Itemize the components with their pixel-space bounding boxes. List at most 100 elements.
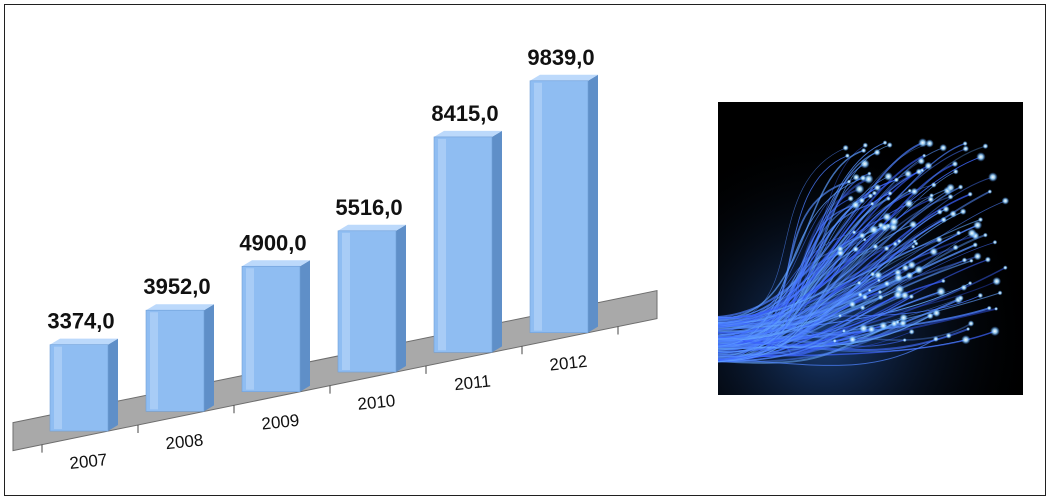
fiber-tip [922,153,927,158]
fiber-strand [718,173,870,330]
fiber-tip [867,325,876,334]
fiber-tip [962,145,970,153]
bar-2012 [529,74,598,333]
fiber-strand [718,144,866,351]
fiber-strand [718,258,989,363]
fiber-tip [982,143,989,150]
fiber-tip [872,243,879,250]
fiber-tip [837,313,843,318]
fiber-tip [890,319,898,328]
fiber-tip [873,148,881,156]
fiber-tip [862,142,869,149]
fiber-tip [908,328,915,335]
fiber-tip [867,193,874,199]
fiber-tip [903,169,913,178]
fiber-tip [883,171,893,181]
bar-top [146,304,214,311]
fiber-tip [842,144,849,152]
fiber-tip [877,289,883,295]
fiber-tip [982,232,988,238]
fiber-tip [960,284,968,291]
fiber-tip [905,271,914,280]
fiber-tip [867,171,872,176]
fiber-tip [973,220,983,230]
fiber-tip [887,190,893,196]
fiber-tip [873,270,883,280]
fiber-tip [860,147,867,154]
category-label: 2007 [69,450,109,473]
fiber-tip [878,321,888,331]
fiber-strand [718,248,887,321]
fiber-tip [904,198,914,209]
fiber-tip [940,216,947,223]
fiber-tip [852,173,861,182]
fiber-strand [718,231,855,325]
fiber-tip [972,242,979,248]
fiber-tip [882,212,892,222]
fiber-tip [868,224,879,235]
fiber-tip [873,183,882,192]
bar-highlight [54,346,62,430]
fiber-tip [952,244,959,251]
bar-chart-3d: 3374,0 3952,0 4900,0 5516,0 8415,0 9839,0 200… [12,45,658,473]
fiber-tip [959,208,967,215]
fiber-strand [718,225,889,324]
data-label: 3374,0 [47,309,114,334]
bar-front [529,80,589,333]
fiber-tip [880,223,890,232]
fiber-tip [899,313,908,323]
fiber-tip [902,338,907,343]
fiber-tip [942,205,950,213]
fiber-tip [990,326,1000,337]
fiber-tip [961,335,971,345]
data-label: 4900,0 [239,230,306,255]
fiber-tip [848,335,857,344]
fiber-tip [925,139,934,148]
fiber-tip [854,184,865,194]
bar-highlight [438,138,446,351]
fiber-strand [718,149,864,320]
fiber-tips [832,138,1010,345]
fiber-tip [939,143,948,152]
fiber-strand [718,147,846,322]
fiber-strand [718,220,895,352]
fiber-strand [718,330,845,350]
fiber-strand [718,282,860,362]
fiber-tip [962,140,968,147]
fiber-strand [718,322,895,364]
category-label: 2012 [549,352,589,375]
fiber-strand [718,306,863,341]
fiber-tip [848,300,857,309]
bar-highlight [342,232,350,371]
fiber-tip [915,168,923,176]
bar-front [337,230,397,373]
fiber-tip [955,230,962,236]
fiber-tip [876,278,881,283]
fiber-tip [969,258,974,264]
fiber-tip [926,312,934,320]
fiber-tip [886,142,893,148]
fiber-tip [901,264,910,272]
bar-highlight [150,312,158,410]
fiber-tip [858,197,866,204]
fiber-tip [857,291,863,298]
fiber-tip [994,306,999,311]
fiber-strand [718,294,906,356]
fiber-tip [871,190,878,196]
fiber-tip [924,161,933,170]
fiber-strand [718,195,871,344]
fiber-tip [967,228,977,238]
data-label: 8415,0 [431,101,498,126]
bar-side [300,260,310,392]
category-label: 2008 [165,430,205,453]
fiber-strand [718,171,956,348]
fiber-tip [936,286,946,297]
category-labels: 2007 2008 2009 2010 2011 2012 [69,352,589,473]
fiber-tip [889,216,900,227]
fiber-tip [832,338,837,344]
fiber-strand [718,195,932,318]
category-label: 2009 [261,411,301,434]
data-labels: 3374,0 3952,0 4900,0 5516,0 8415,0 9839,0 [47,45,594,334]
fiber-tip [908,220,918,229]
data-label: 3952,0 [143,274,210,299]
